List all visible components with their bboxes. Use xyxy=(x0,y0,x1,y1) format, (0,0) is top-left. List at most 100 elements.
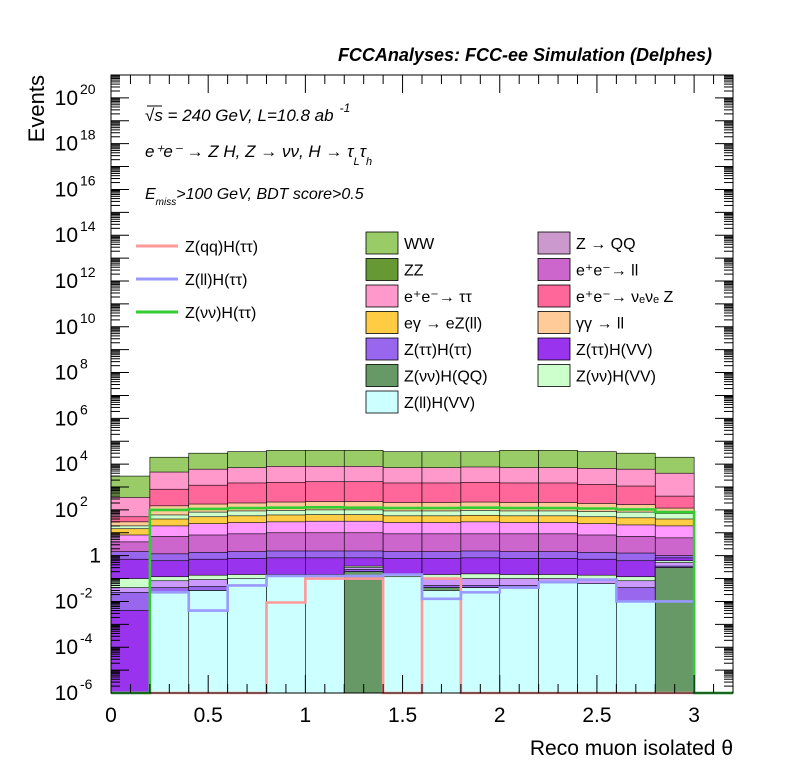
legend-label: e⁺e⁻→ νₑνₑ Z xyxy=(576,289,673,306)
y-tick-label: 10 xyxy=(55,682,78,705)
y-tick-label-base: 10 xyxy=(55,316,78,339)
legend-swatch xyxy=(365,231,399,255)
legend-label: ZZ xyxy=(404,263,424,280)
y-tick-label-base: 10 xyxy=(55,499,78,522)
y-tick-label-exponent: -4 xyxy=(80,630,93,646)
legend-label: Z(ll)H(VV) xyxy=(404,395,475,412)
annotation-process-sub-h: h xyxy=(366,156,372,168)
legend-label: Z(qq)H(ττ) xyxy=(185,239,258,256)
y-tick-label: 10 xyxy=(55,590,78,613)
x-tick-label: 1.5 xyxy=(388,704,417,727)
stack-bar xyxy=(227,578,267,694)
stack-bar xyxy=(149,592,190,694)
legend-swatch xyxy=(537,231,571,255)
y-tick-label-exponent: 4 xyxy=(80,447,88,463)
stack-bar xyxy=(654,567,695,694)
y-tick-label: 10 xyxy=(55,407,78,430)
series-line xyxy=(111,505,733,695)
x-axis: 0 0.5 1 1.5 2 2.5 3 xyxy=(105,75,734,727)
x-tick-label: 1 xyxy=(300,704,312,727)
legend-label: Z → QQ xyxy=(576,236,636,253)
stack-bar xyxy=(110,610,151,694)
legend-backgrounds: WW Z → QQ ZZ e⁺e⁻→ ll e⁺e⁻→ ττ e⁺e⁻→ νₑνₑ Z eγ… xyxy=(365,231,673,414)
stack-bar xyxy=(577,583,617,694)
stack-bar xyxy=(421,590,462,694)
y-tick-label: 10 xyxy=(55,499,78,522)
x-tick-label: 2 xyxy=(494,704,506,727)
y-tick-label-exponent: -2 xyxy=(80,584,93,600)
legend-swatch xyxy=(365,311,399,334)
y-tick-label-exponent: 2 xyxy=(80,493,88,509)
y-tick-label: 1 xyxy=(89,545,101,568)
legend-label: Z(ττ)H(ττ) xyxy=(404,342,472,359)
y-tick-label-base: 10 xyxy=(55,682,78,705)
legend-swatch xyxy=(365,364,399,387)
series-line xyxy=(111,573,733,695)
y-tick-label-base: 10 xyxy=(55,453,78,476)
x-axis-label: Reco muon isolated θ xyxy=(530,737,733,760)
stack-bar xyxy=(343,571,384,694)
x-tick-label: 2.5 xyxy=(582,704,611,727)
annotation-selection-e: E xyxy=(145,186,156,203)
stack-bar xyxy=(499,587,539,694)
legend-label: γγ → ll xyxy=(576,316,624,333)
y-tick-label-base: 10 xyxy=(55,590,78,613)
y-axis-label: Events xyxy=(24,75,49,142)
legend-label: Z(νν)H(QQ) xyxy=(404,369,488,386)
annotation-selection-rest: >100 GeV, BDT score>0.5 xyxy=(176,186,363,203)
legend-swatch xyxy=(537,284,571,308)
annotation-energy-lumi: √s = 240 GeV, L=10.8 ab -1 xyxy=(145,101,350,125)
y-tick-label-base: 10 xyxy=(55,270,78,293)
legend-swatch xyxy=(365,390,399,414)
y-tick-label: 10 xyxy=(55,316,78,339)
legend-label: e⁺e⁻→ ll xyxy=(576,263,638,280)
legend-swatch xyxy=(365,284,399,308)
y-tick-label-base: 10 xyxy=(55,133,78,156)
legend-swatch xyxy=(537,258,571,281)
annotation-process-text: e⁺e⁻ → Z H, Z → νν, H → τ xyxy=(145,142,355,161)
y-tick-label-exponent: -6 xyxy=(80,676,93,692)
legend-label: Z(ll)H(ττ) xyxy=(185,272,247,289)
annotation-block: √s = 240 GeV, L=10.8 ab -1 e⁺e⁻ → Z H, Z … xyxy=(145,101,372,208)
annotation-process: e⁺e⁻ → Z H, Z → νν, H → τLτh xyxy=(145,142,372,168)
y-tick-label-base: 10 xyxy=(55,224,78,247)
legend-swatch xyxy=(537,364,571,387)
y-tick-label: 10 xyxy=(55,87,78,110)
legend-signals: Z(qq)H(ττ) Z(ll)H(ττ) Z(νν)H(ττ) xyxy=(136,239,258,322)
annotation-lumi-unit-sup: -1 xyxy=(340,101,351,115)
stack-bar xyxy=(616,601,656,694)
y-tick-label: 10 xyxy=(55,636,78,659)
legend-label: e⁺e⁻→ ττ xyxy=(404,289,472,306)
y-tick-label-exponent: 20 xyxy=(80,81,96,97)
stack-bar xyxy=(266,575,306,694)
y-tick-label-base: 10 xyxy=(55,407,78,430)
y-tick-label-base: 10 xyxy=(55,636,78,659)
stack-bar xyxy=(538,582,578,694)
legend-swatch xyxy=(537,311,571,334)
annotation-process-sub-l: L xyxy=(354,156,360,168)
legend-swatch xyxy=(365,337,399,361)
y-tick-label: 10 xyxy=(55,133,78,156)
y-tick-label: 10 xyxy=(55,178,78,201)
legend-swatch xyxy=(537,337,571,361)
stack-bar xyxy=(460,587,501,694)
y-tick-label-exponent: 16 xyxy=(80,172,96,188)
y-tick-label-exponent: 12 xyxy=(80,264,96,280)
legend-swatch xyxy=(365,258,399,281)
y-tick-label-base: 10 xyxy=(55,87,78,110)
stack-bar xyxy=(305,575,345,694)
y-tick-label: 10 xyxy=(55,453,78,476)
y-tick-label: 10 xyxy=(55,362,78,385)
stack-bar xyxy=(382,576,423,694)
y-tick-label-exponent: 18 xyxy=(80,127,96,143)
y-tick-label-base: 10 xyxy=(55,178,78,201)
y-tick-label-exponent: 14 xyxy=(80,218,96,234)
legend-label: eγ → eZ(ll) xyxy=(404,316,482,333)
y-tick-label-base: 1 xyxy=(89,545,101,568)
annotation-selection-sub: miss xyxy=(156,197,177,208)
y-tick-label: 10 xyxy=(55,224,78,247)
y-tick-label-exponent: 10 xyxy=(80,310,96,326)
